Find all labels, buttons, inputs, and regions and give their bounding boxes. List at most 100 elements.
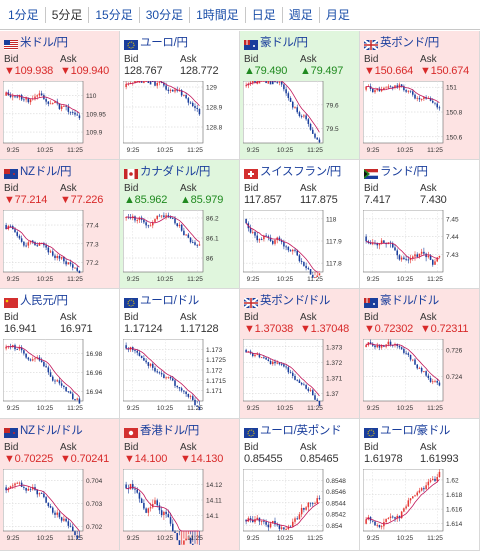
price-chart[interactable]: 86.2 86.1 86 9:25 10:25 11:25	[122, 209, 235, 286]
pair-name[interactable]: ユーロ/円	[140, 37, 188, 49]
panel-title[interactable]: 英ポンド/ドル	[243, 292, 331, 309]
pair-name[interactable]: 人民元/円	[20, 295, 68, 307]
candle-body	[158, 215, 161, 217]
candle-body	[254, 354, 256, 357]
pair-name[interactable]: NZドル/ドル	[20, 425, 83, 437]
currency-panel[interactable]: ランド/円 Bid Ask 7.417 7.430 7.45 7.44 7.43 9:25 10:…	[360, 160, 480, 289]
y-tick-label: 7.45	[446, 216, 459, 223]
currency-panel[interactable]: NZドル/円 Bid Ask ▼77.214 ▼77.226 77.4 77.3 77.2 9:…	[0, 160, 120, 289]
pair-name[interactable]: 英ポンド/ドル	[260, 295, 331, 307]
candle-body	[138, 352, 141, 356]
price-chart[interactable]: 1.373 1.372 1.371 1.37 9:25 10:25 11:25	[242, 338, 355, 415]
panel-title[interactable]: ユーロ/豪ドル	[364, 422, 450, 438]
panel-title[interactable]: 英ポンド/円	[363, 34, 439, 51]
pair-name[interactable]: 米ドル/円	[20, 37, 68, 49]
y-tick-label: 0.8546	[326, 489, 346, 496]
pair-name[interactable]: スイスフラン/円	[260, 166, 341, 178]
x-tick-label: 10:25	[277, 147, 294, 154]
panel-title[interactable]: スイスフラン/円	[244, 163, 341, 179]
price-chart[interactable]: 0.704 0.703 0.702 9:25 10:25 11:25	[2, 468, 115, 545]
panel-title[interactable]: NZドル/ドル	[4, 422, 83, 438]
currency-panel[interactable]: スイスフラン/円 Bid Ask 117.857 117.875 118 117.9 117.…	[240, 160, 360, 289]
tab-5[interactable]: 日足	[246, 6, 283, 23]
currency-panel[interactable]: NZドル/ドル Bid Ask ▼0.70225 ▼0.70241 0.704 0.703 0…	[0, 419, 120, 551]
tab-6[interactable]: 週足	[283, 6, 320, 23]
pair-name[interactable]: ユーロ/英ポンド	[260, 425, 342, 437]
currency-panel[interactable]: 米ドル/円 Bid Ask ▼109.938 ▼109.940 110 109.95 109.…	[0, 31, 120, 160]
pair-name[interactable]: 豪ドル/円	[260, 37, 308, 49]
pair-name[interactable]: 英ポンド/円	[380, 37, 439, 49]
candle-body	[294, 375, 296, 380]
price-chart[interactable]: 1.173 1.1725 1.172 1.1715 1.171 9:25 10:25 11:2…	[122, 338, 235, 415]
pair-name[interactable]: ユーロ/ドル	[140, 295, 199, 307]
price-chart[interactable]: 16.98 16.96 16.94 9:25 10:25 11:25	[2, 338, 115, 415]
candle-body	[296, 250, 298, 256]
price-chart[interactable]: 129 128.9 128.8 9:25 10:25 11:25	[122, 77, 235, 157]
panel-title[interactable]: 豪ドル/円	[244, 34, 308, 50]
currency-panel[interactable]: 豪ドル/円 Bid Ask ▲79.490 ▲79.497 79.6 79.5 9:25 10:…	[240, 31, 360, 160]
panel-title[interactable]: 香港ドル/円	[124, 422, 199, 438]
candle-body	[389, 86, 392, 88]
candle-body	[285, 89, 287, 94]
tab-3[interactable]: 30分足	[140, 6, 191, 23]
candle-body	[180, 388, 183, 391]
candle-body	[72, 264, 74, 268]
panel-title[interactable]: カナダドル/円	[124, 163, 210, 179]
pair-name[interactable]: カナダドル/円	[140, 166, 211, 178]
panel-title[interactable]: 米ドル/円	[4, 34, 68, 50]
pair-name[interactable]: 香港ドル/円	[140, 425, 199, 437]
tab-7[interactable]: 月足	[325, 7, 350, 22]
moving-average-line	[126, 80, 200, 107]
currency-panel[interactable]: ユーロ/ドル Bid Ask 1.17124 1.17128 1.173 1.1725 1.1…	[120, 289, 240, 419]
pair-name[interactable]: 豪ドル/ドル	[380, 295, 439, 307]
price-chart[interactable]: 151 150.8 150.6 9:25 10:25 11:25	[362, 80, 475, 157]
candle-body	[196, 244, 198, 246]
pair-name[interactable]: NZドル/円	[20, 166, 72, 178]
y-tick-label: 118	[326, 216, 337, 223]
tab-2[interactable]: 15分足	[89, 6, 140, 23]
tab-4[interactable]: 1時間足	[190, 6, 246, 23]
currency-panel[interactable]: ユーロ/豪ドル Bid Ask 1.61978 1.61993 1.62 1.618 1.61…	[360, 419, 480, 551]
tab-0[interactable]: 1分足	[2, 6, 46, 23]
price-chart[interactable]: 7.45 7.44 7.43 9:25 10:25 11:25	[362, 209, 475, 286]
candle-body	[434, 261, 436, 265]
candle-body	[192, 102, 194, 107]
candle-body	[294, 518, 296, 522]
candle-body	[432, 381, 434, 383]
price-chart[interactable]: 79.6 79.5 9:25 10:25 11:25	[242, 76, 355, 157]
candle-body	[245, 218, 247, 224]
panel-title[interactable]: ランド/円	[364, 163, 428, 179]
price-chart[interactable]: 0.726 0.724 9:25 10:25 11:25	[362, 338, 475, 415]
tab-1[interactable]: 5分足	[46, 6, 90, 23]
panel-title[interactable]: 豪ドル/ドル	[364, 292, 439, 308]
panel-title[interactable]: NZドル/円	[4, 163, 72, 179]
candle-body	[158, 505, 161, 511]
candle-body	[305, 385, 307, 389]
panel-title[interactable]: 人民元/円	[4, 292, 68, 308]
candle-body	[67, 262, 70, 265]
pair-name[interactable]: ランド/円	[380, 166, 428, 178]
currency-panel[interactable]: 人民元/円 Bid Ask 16.941 16.971 16.98 16.96 16.94 9:…	[0, 289, 120, 419]
panel-title[interactable]: ユーロ/英ポンド	[244, 422, 342, 438]
currency-panel[interactable]: ユーロ/英ポンド Bid Ask 0.85455 0.85465 0.8548 0.8546…	[240, 419, 360, 551]
currency-panel[interactable]: 英ポンド/円 Bid Ask ▼150.664 ▼150.674 151 150.8 150.…	[360, 31, 480, 160]
x-tick-label: 9:25	[7, 147, 20, 154]
candle-body	[258, 354, 261, 358]
currency-panel[interactable]: 香港ドル/円 Bid Ask ▼14.100 ▼14.130 14.12 14.11 14.1…	[120, 419, 240, 551]
price-chart[interactable]: 14.12 14.11 14.1 9:25 10:25 11:25	[122, 468, 235, 550]
pair-name[interactable]: ユーロ/豪ドル	[380, 425, 451, 437]
panel-title[interactable]: ユーロ/ドル	[124, 292, 199, 308]
currency-panel[interactable]: ユーロ/円 Bid Ask 128.767 128.772 129 128.9 128.8 9:…	[120, 31, 240, 160]
currency-panel[interactable]: 英ポンド/ドル Bid Ask ▼1.37038 ▼1.37048 1.373 1.372 1…	[240, 289, 360, 419]
candle-body	[152, 363, 154, 368]
panel-title[interactable]: ユーロ/円	[124, 34, 188, 50]
price-chart[interactable]: 77.4 77.3 77.2 9:25 10:25 11:25	[2, 209, 115, 286]
price-chart[interactable]: 0.8548 0.8546 0.8544 0.8542 0.854 9:25 10:25 11…	[242, 468, 355, 545]
price-chart[interactable]: 118 117.9 117.8 9:25 10:25 11:25	[242, 209, 355, 286]
currency-panel[interactable]: 豪ドル/ドル Bid Ask ▼0.72302 ▼0.72311 0.726 0.724 9:…	[360, 289, 480, 419]
y-tick-label: 1.1715	[206, 378, 226, 385]
price-chart[interactable]: 1.62 1.618 1.616 1.614 9:25 10:25 11:25	[362, 468, 475, 545]
price-chart[interactable]: 110 109.95 109.9 9:25 10:25 11:25	[2, 80, 115, 157]
y-tick-label: 117.8	[326, 261, 342, 268]
currency-panel[interactable]: カナダドル/円 Bid Ask ▲85.962 ▲85.979 86.2 86.1 86 9:2…	[120, 160, 240, 289]
